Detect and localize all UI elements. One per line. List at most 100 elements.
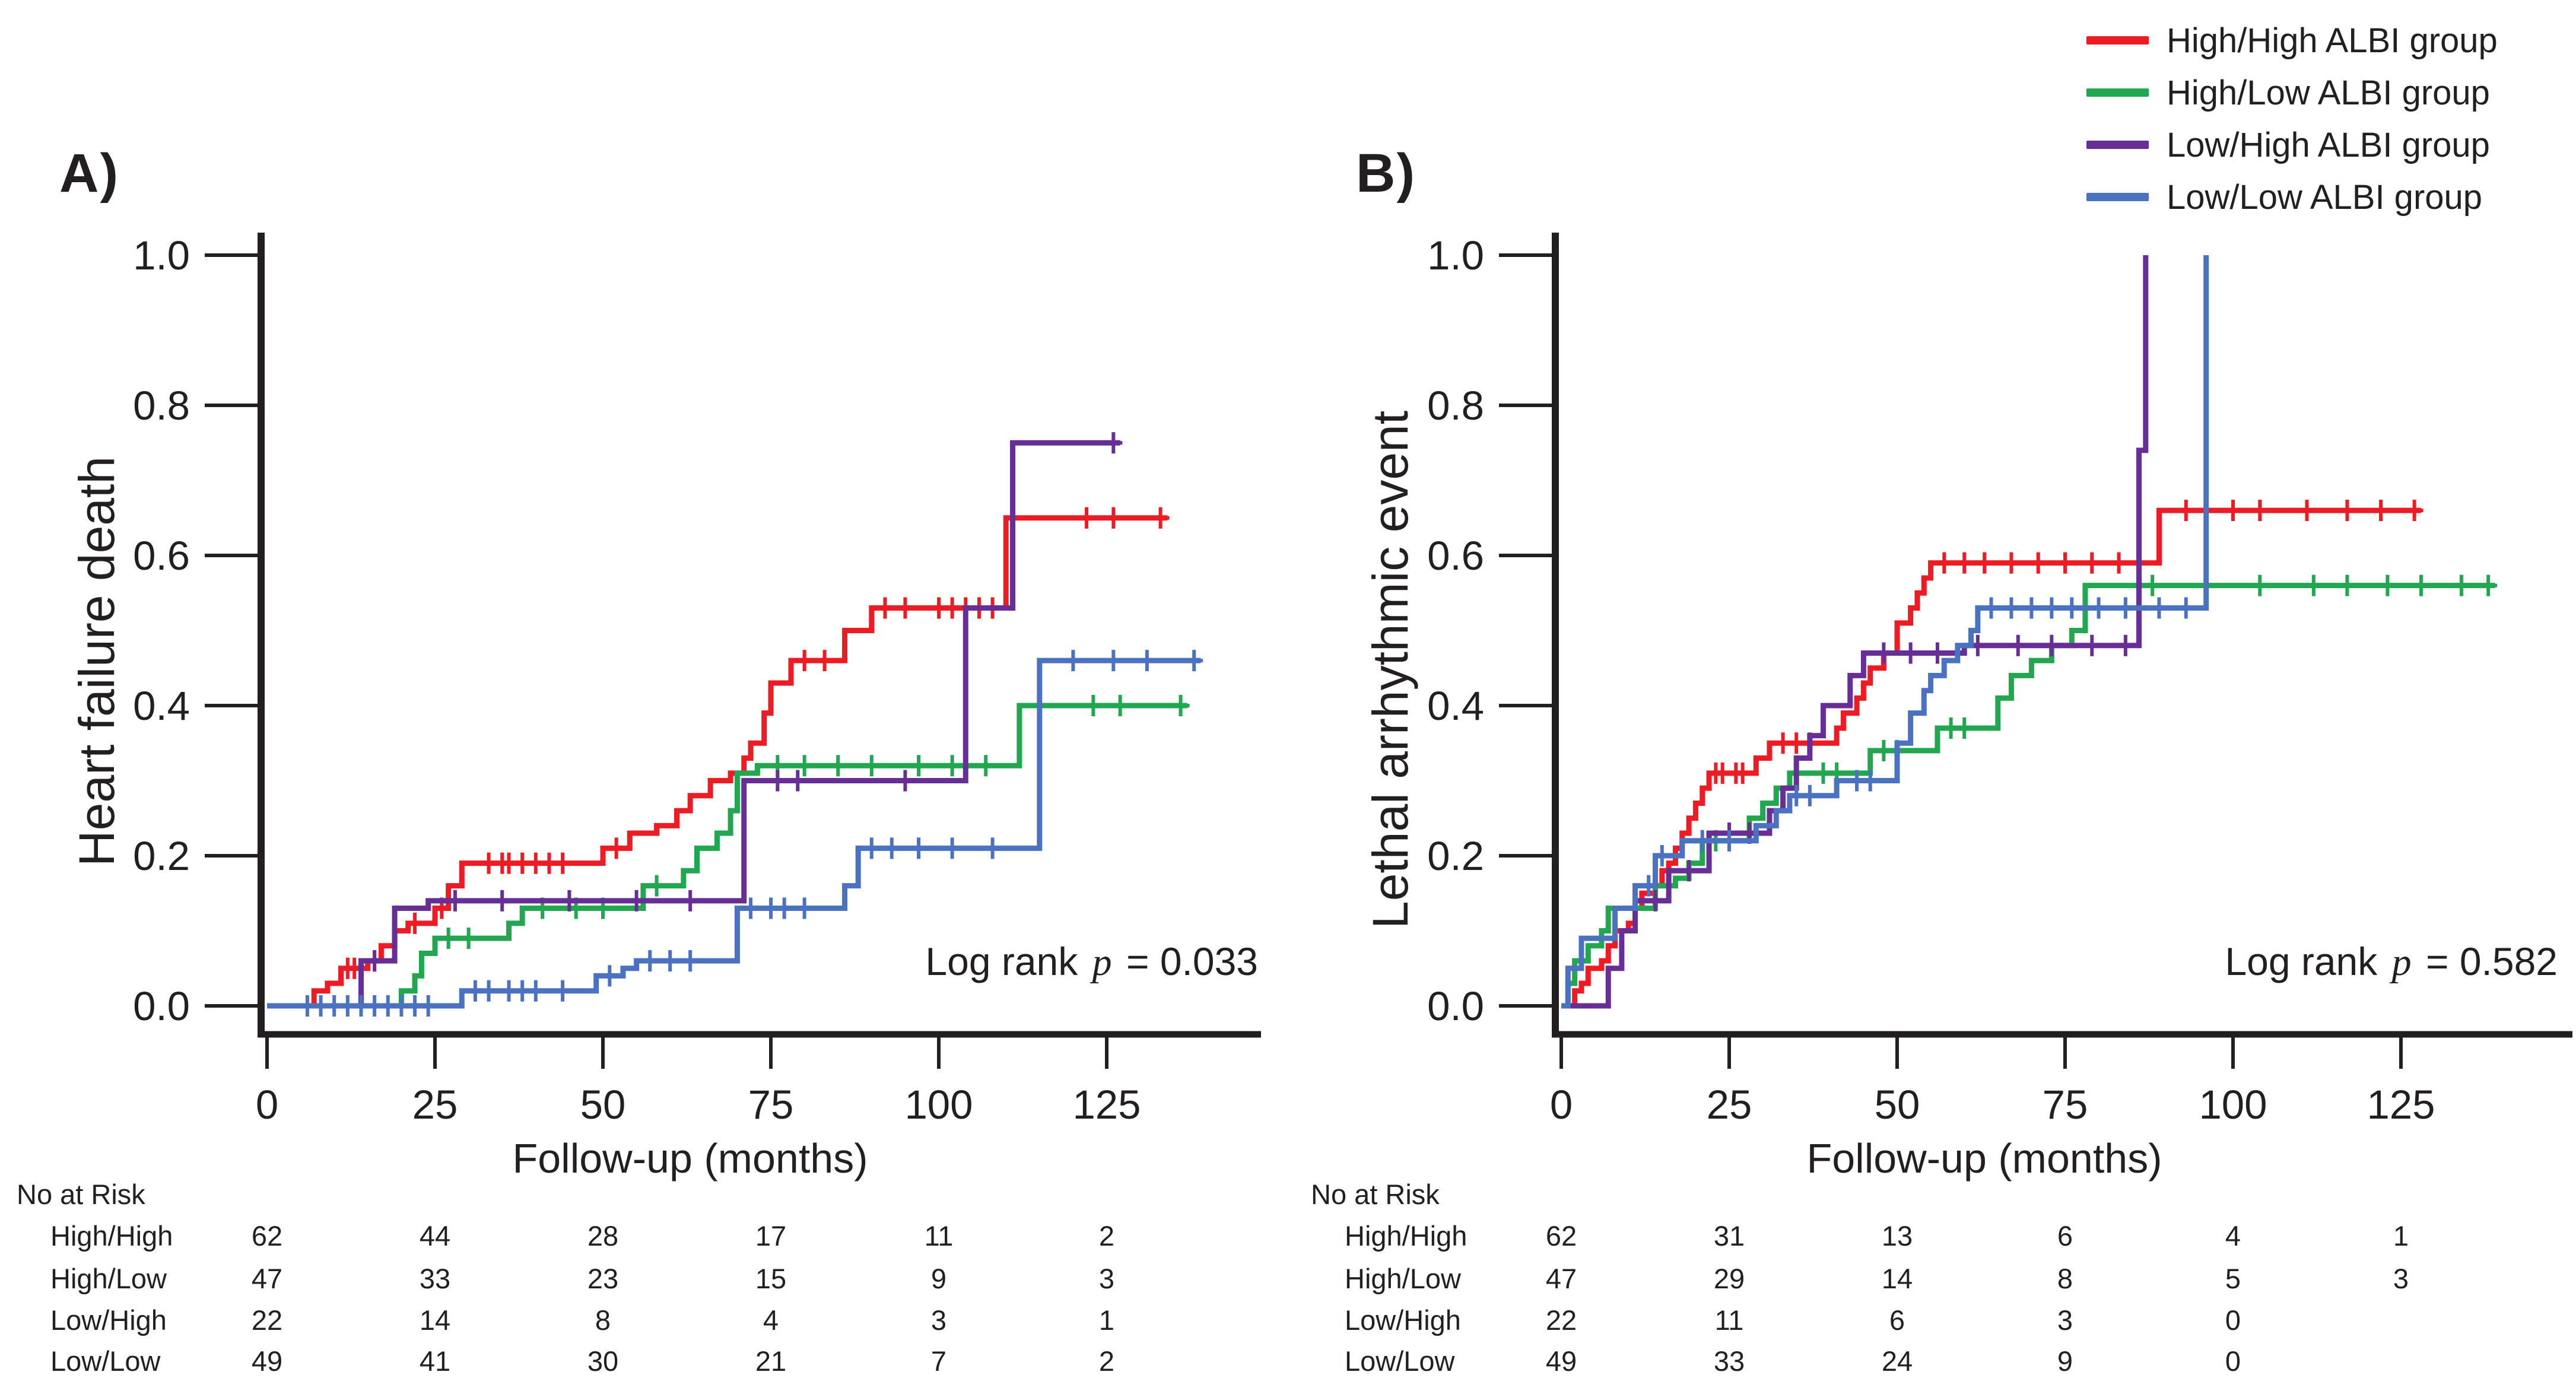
panel-a-risk-table-title: No at Risk bbox=[17, 1178, 145, 1211]
risk-count: 7 bbox=[891, 1345, 986, 1377]
risk-count: 24 bbox=[1850, 1345, 1945, 1377]
y-tick-label-B: 0.6 bbox=[1427, 533, 1484, 579]
risk-row-label: Low/Low bbox=[1345, 1345, 1455, 1377]
y-tick-label-A: 0.0 bbox=[133, 983, 190, 1029]
km-curve-A-low-high-albi-group bbox=[267, 443, 1120, 1006]
risk-count: 3 bbox=[1059, 1262, 1154, 1295]
risk-row-label: Low/Low bbox=[50, 1345, 161, 1377]
risk-count: 3 bbox=[2353, 1262, 2448, 1295]
legend-item-low-high: Low/High ALBI group bbox=[2086, 119, 2498, 171]
y-tick-label-A: 0.6 bbox=[133, 533, 190, 579]
risk-count: 9 bbox=[2018, 1345, 2113, 1377]
risk-count: 6 bbox=[1850, 1304, 1945, 1336]
risk-count: 0 bbox=[2186, 1345, 2280, 1377]
risk-count: 2 bbox=[1059, 1219, 1154, 1252]
x-tick-label-A: 25 bbox=[412, 1082, 458, 1128]
risk-count: 14 bbox=[387, 1304, 482, 1336]
risk-count: 15 bbox=[723, 1262, 818, 1295]
legend: High/High ALBI group High/Low ALBI group… bbox=[2086, 14, 2498, 223]
y-tick-label-A: 0.4 bbox=[133, 683, 190, 729]
risk-count: 29 bbox=[1682, 1262, 1777, 1295]
x-tick-label-A: 75 bbox=[748, 1082, 794, 1128]
panel-a-label: A) bbox=[59, 142, 119, 205]
legend-swatch-high-low-icon bbox=[2086, 88, 2149, 97]
panel-a-log-rank-annotation: Log rank p = 0.033 bbox=[860, 939, 1258, 985]
risk-count: 1 bbox=[2353, 1219, 2448, 1252]
x-tick-label-A: 50 bbox=[580, 1082, 626, 1128]
risk-count: 33 bbox=[1682, 1345, 1777, 1377]
risk-count: 5 bbox=[2186, 1262, 2280, 1295]
x-tick-label-B: 100 bbox=[2199, 1082, 2267, 1128]
risk-row-label: Low/High bbox=[1345, 1304, 1461, 1336]
log-rank-p-symbol: p bbox=[1089, 941, 1116, 984]
y-tick-label-A: 0.2 bbox=[133, 833, 190, 879]
risk-count: 4 bbox=[2186, 1219, 2280, 1252]
y-tick-label-B: 0.0 bbox=[1427, 983, 1484, 1029]
risk-count: 49 bbox=[220, 1345, 315, 1377]
legend-swatch-low-low-icon bbox=[2086, 193, 2149, 201]
panel-b-x-axis-title: Follow-up (months) bbox=[1688, 1135, 2281, 1182]
x-tick-label-A: 100 bbox=[904, 1082, 973, 1128]
risk-count: 8 bbox=[2018, 1262, 2113, 1295]
x-tick-label-B: 50 bbox=[1875, 1082, 1920, 1128]
legend-swatch-high-high-icon bbox=[2086, 36, 2149, 45]
risk-count: 4 bbox=[723, 1304, 818, 1336]
risk-count: 2 bbox=[1059, 1345, 1154, 1377]
panel-b-label: B) bbox=[1356, 142, 1416, 205]
risk-count: 62 bbox=[220, 1219, 315, 1252]
x-tick-label-B: 75 bbox=[2043, 1082, 2088, 1128]
risk-count: 11 bbox=[1682, 1304, 1777, 1336]
risk-count: 49 bbox=[1514, 1345, 1609, 1377]
y-tick-label-B: 0.8 bbox=[1427, 383, 1484, 428]
log-rank-value: = 0.033 bbox=[1126, 939, 1258, 983]
risk-row-label: High/High bbox=[1345, 1219, 1467, 1252]
risk-count: 41 bbox=[387, 1345, 482, 1377]
risk-count: 31 bbox=[1682, 1219, 1777, 1252]
y-tick-label-B: 1.0 bbox=[1427, 233, 1484, 278]
risk-row-label: High/Low bbox=[50, 1262, 167, 1295]
figure-canvas: 0.00.20.40.60.81.002550751001250.00.20.4… bbox=[0, 0, 2576, 1391]
risk-count: 47 bbox=[1514, 1262, 1609, 1295]
panel-b-log-rank-annotation: Log rank p = 0.582 bbox=[2160, 939, 2558, 985]
legend-label: High/High ALBI group bbox=[2167, 21, 2498, 61]
legend-label: High/Low ALBI group bbox=[2167, 73, 2490, 113]
risk-count: 44 bbox=[387, 1219, 482, 1252]
panel-a-y-axis-title: Heart failure death bbox=[68, 456, 126, 866]
risk-row-label: Low/High bbox=[50, 1304, 167, 1336]
legend-item-high-high: High/High ALBI group bbox=[2086, 14, 2498, 66]
log-rank-prefix: Log rank bbox=[2225, 939, 2377, 983]
legend-item-low-low: Low/Low ALBI group bbox=[2086, 171, 2498, 223]
risk-row-label: High/Low bbox=[1345, 1262, 1461, 1295]
km-curve-A-high-high-albi-group bbox=[267, 518, 1167, 1006]
risk-count: 8 bbox=[555, 1304, 650, 1336]
legend-item-high-low: High/Low ALBI group bbox=[2086, 66, 2498, 119]
risk-count: 0 bbox=[2186, 1304, 2280, 1336]
log-rank-prefix: Log rank bbox=[925, 939, 1078, 983]
legend-label: Low/High ALBI group bbox=[2167, 125, 2490, 165]
x-tick-label-B: 25 bbox=[1707, 1082, 1752, 1128]
panel-b-y-axis-title: Lethal arrhythmic event bbox=[1362, 411, 1419, 929]
risk-count: 47 bbox=[220, 1262, 315, 1295]
risk-count: 9 bbox=[891, 1262, 986, 1295]
risk-count: 3 bbox=[891, 1304, 986, 1336]
legend-label: Low/Low ALBI group bbox=[2167, 177, 2482, 217]
risk-count: 33 bbox=[387, 1262, 482, 1295]
legend-swatch-low-high-icon bbox=[2086, 141, 2149, 149]
risk-count: 21 bbox=[723, 1345, 818, 1377]
y-tick-label-B: 0.2 bbox=[1427, 833, 1484, 879]
risk-count: 23 bbox=[555, 1262, 650, 1295]
risk-count: 14 bbox=[1850, 1262, 1945, 1295]
log-rank-p-symbol: p bbox=[2388, 941, 2415, 984]
panel-b-risk-table-title: No at Risk bbox=[1311, 1178, 1440, 1211]
x-tick-label-A: 0 bbox=[256, 1082, 278, 1128]
x-tick-label-B: 0 bbox=[1550, 1082, 1573, 1128]
y-tick-label-B: 0.4 bbox=[1427, 683, 1484, 729]
panel-a-x-axis-title: Follow-up (months) bbox=[393, 1135, 987, 1182]
risk-count: 22 bbox=[1514, 1304, 1609, 1336]
y-tick-label-A: 0.8 bbox=[133, 383, 190, 428]
x-tick-label-B: 125 bbox=[2367, 1082, 2435, 1128]
risk-count: 30 bbox=[555, 1345, 650, 1377]
km-curve-B-low-low-albi-group bbox=[1561, 255, 2206, 1006]
risk-count: 22 bbox=[220, 1304, 315, 1336]
risk-count: 1 bbox=[1059, 1304, 1154, 1336]
